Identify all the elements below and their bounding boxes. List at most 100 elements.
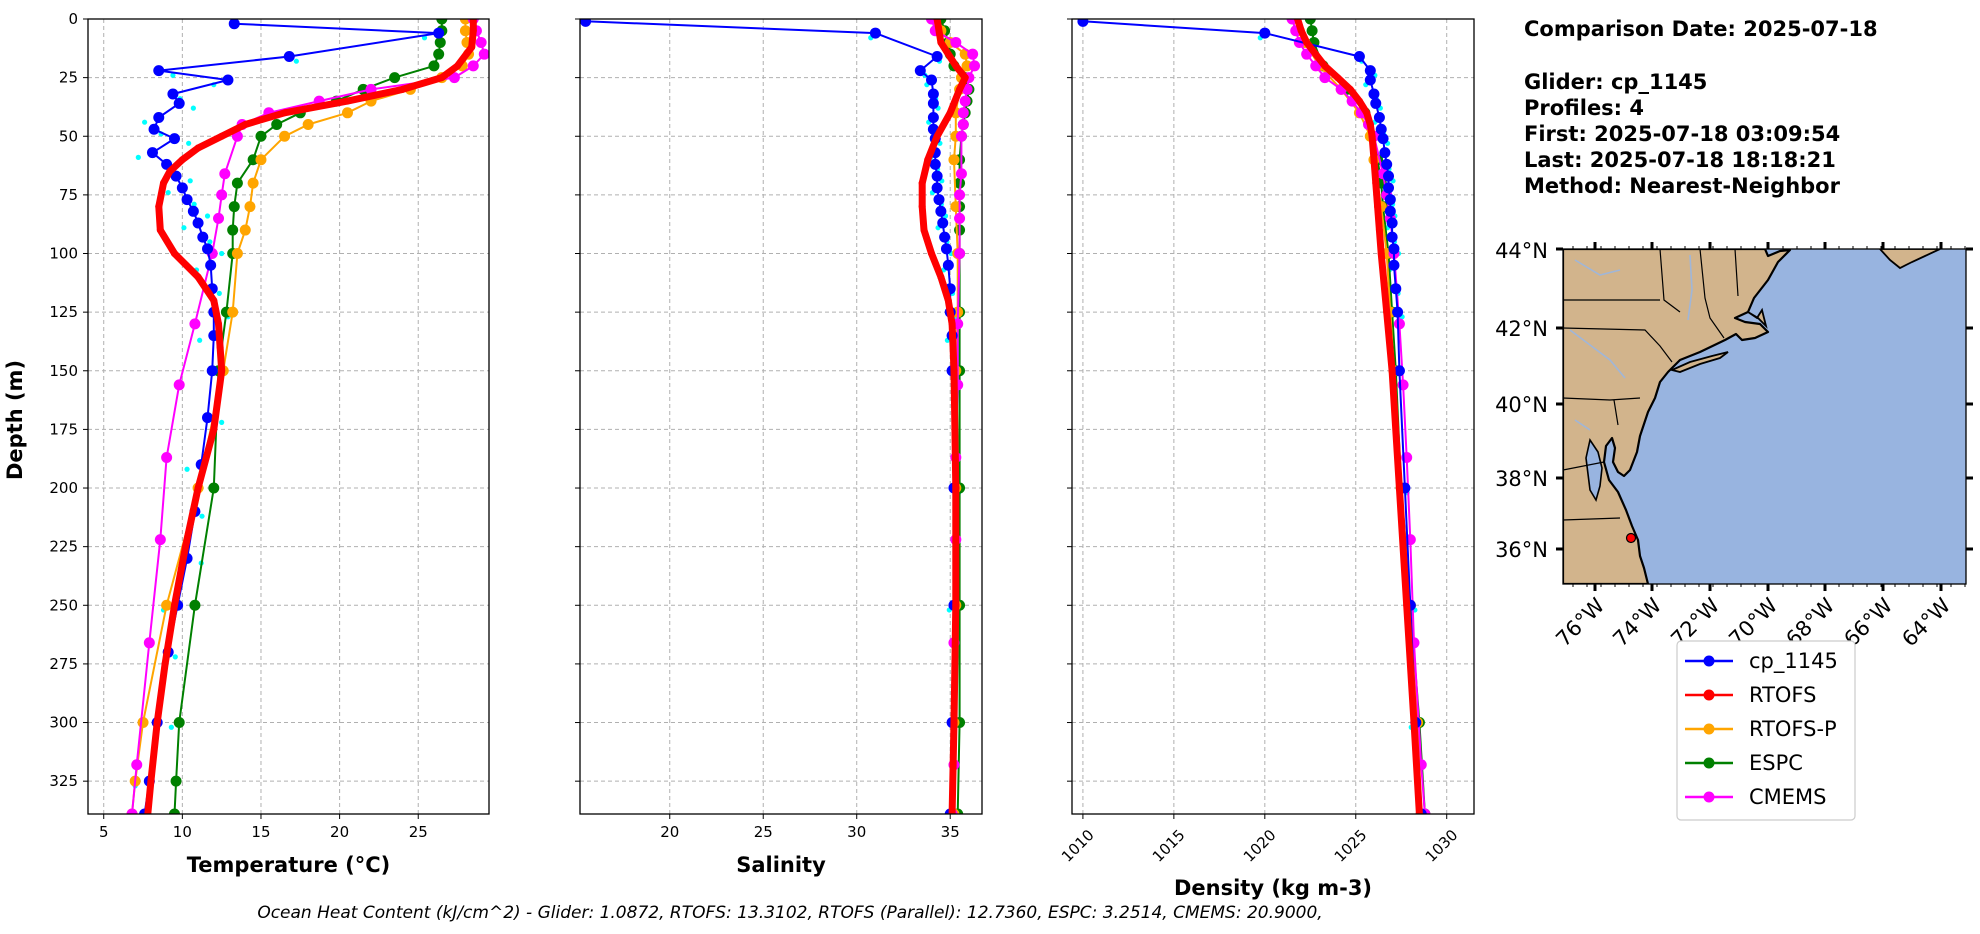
data-point-rtofs: [161, 660, 169, 668]
y-tick-label: 50: [59, 127, 78, 145]
data-point-cp_1145: [1381, 158, 1393, 170]
data-point-cp_1145: [181, 194, 193, 206]
data-point-rtofs-p: [244, 201, 256, 213]
data-point-rtofs-p: [231, 248, 243, 260]
plot-frame: [1071, 18, 1475, 815]
data-point-espc: [1306, 25, 1318, 37]
data-point-cp_1145: [942, 259, 954, 271]
x-tick-label: 20: [660, 823, 679, 841]
data-point-cp_1145: [228, 19, 240, 30]
data-point-rtofs: [1415, 810, 1423, 814]
data-point-rtofs: [210, 425, 218, 433]
data-point-cp_1145: [914, 65, 926, 77]
data-point-cp_1145: [176, 182, 188, 194]
glider-raw-sample: [207, 239, 213, 245]
data-point-cmems: [478, 48, 489, 60]
data-point-cp_1145: [931, 170, 943, 182]
y-tick-label: 275: [49, 655, 78, 673]
data-point-espc: [170, 775, 182, 787]
land-area: [1563, 249, 1792, 584]
plot-body: [1077, 19, 1431, 814]
data-point-rtofs-p: [247, 177, 259, 189]
data-point-cp_1145: [167, 88, 179, 100]
data-point-cp_1145: [168, 133, 180, 145]
data-point-cmems: [131, 759, 143, 771]
data-point-cp_1145: [283, 51, 295, 63]
plot-frame: [579, 18, 983, 815]
x-tick-label: 1010: [1058, 826, 1098, 866]
data-point-cp_1145: [146, 147, 158, 159]
legend-label-rtofs-p: RTOFS-P: [1749, 717, 1837, 741]
data-point-rtofs: [469, 19, 477, 23]
x-axis-label: Temperature (°C): [187, 853, 390, 877]
data-point-cmems: [1319, 72, 1331, 84]
first-time: First: 2025-07-18 03:09:54: [1524, 122, 1840, 146]
legend-box: [1676, 640, 1856, 821]
series-line-rtofs: [144, 19, 477, 814]
data-point-rtofs: [950, 719, 958, 727]
lon-label-64: 64°W: [1897, 593, 1955, 651]
glider-raw-sample: [186, 140, 192, 146]
data-point-cp_1145: [197, 231, 209, 243]
data-point-cmems: [475, 36, 487, 48]
data-point-cmems: [1393, 318, 1405, 330]
data-point-rtofs: [1383, 308, 1391, 316]
y-axis-label: Depth (m): [3, 360, 27, 480]
data-point-rtofs: [948, 810, 956, 814]
last-time: Last: 2025-07-18 18:18:21: [1524, 148, 1836, 172]
glider-raw-sample: [204, 213, 211, 219]
data-point-rtofs: [1346, 85, 1354, 93]
data-point-cp_1145: [1386, 217, 1398, 229]
glider-raw-sample: [181, 225, 187, 231]
data-point-rtofs: [170, 601, 178, 609]
data-point-rtofs: [918, 203, 926, 211]
glider-raw-sample: [165, 189, 171, 196]
legend-label-cmems: CMEMS: [1749, 785, 1827, 809]
data-point-rtofs-p: [279, 130, 291, 142]
data-point-cp_1145: [153, 65, 165, 77]
data-point-cp_1145: [927, 88, 939, 100]
data-point-rtofs: [950, 367, 958, 375]
data-point-rtofs: [170, 250, 178, 258]
data-point-cp_1145: [1375, 123, 1387, 135]
data-point-cmems: [143, 637, 155, 649]
y-tick-label: 150: [49, 362, 78, 380]
data-point-cp_1145: [1379, 147, 1391, 159]
data-point-espc: [433, 48, 445, 60]
data-point-rtofs-p: [255, 154, 267, 166]
data-point-rtofs: [952, 601, 960, 609]
long-island: [1669, 351, 1729, 373]
data-point-rtofs: [1366, 121, 1374, 129]
data-point-cp_1145: [192, 217, 204, 229]
data-point-cp_1145: [869, 27, 881, 39]
data-point-rtofs: [281, 109, 289, 117]
data-point-rtofs: [216, 343, 224, 351]
data-point-cmems: [954, 248, 966, 260]
legend-marker-rtofs: [1703, 689, 1715, 701]
data-point-cp_1145: [433, 27, 445, 39]
data-point-cmems: [955, 168, 967, 180]
data-point-rtofs: [194, 144, 202, 152]
glider-position-marker: [1625, 532, 1637, 544]
comparison-date: Comparison Date: 2025-07-18: [1524, 17, 1878, 41]
data-point-cp_1145: [1364, 65, 1376, 77]
plot-body: [580, 19, 981, 814]
data-point-cp_1145: [931, 182, 943, 194]
data-point-cmems: [950, 36, 962, 48]
glider-raw-sample: [184, 466, 190, 472]
lat-label-38: 38°N: [1495, 467, 1548, 491]
x-tick-label: 1015: [1149, 826, 1189, 866]
glider-name: Glider: cp_1145: [1524, 70, 1707, 94]
data-point-rtofs: [156, 226, 164, 234]
data-point-rtofs-p: [341, 107, 353, 119]
data-point-cp_1145: [927, 111, 939, 123]
data-point-rtofs: [1355, 97, 1363, 105]
x-tick-label: 20: [330, 823, 349, 841]
data-point-cp_1145: [1386, 231, 1398, 243]
glider-raw-sample: [172, 654, 178, 660]
data-point-espc: [436, 19, 448, 25]
info-block: Comparison Date: 2025-07-18 Glider: cp_1…: [1524, 17, 1878, 198]
y-tick-label: 125: [49, 303, 78, 321]
density-panel: 1010 1015 1020 1025 1030 Density (kg m-3): [1058, 18, 1475, 900]
data-point-espc: [428, 60, 440, 72]
